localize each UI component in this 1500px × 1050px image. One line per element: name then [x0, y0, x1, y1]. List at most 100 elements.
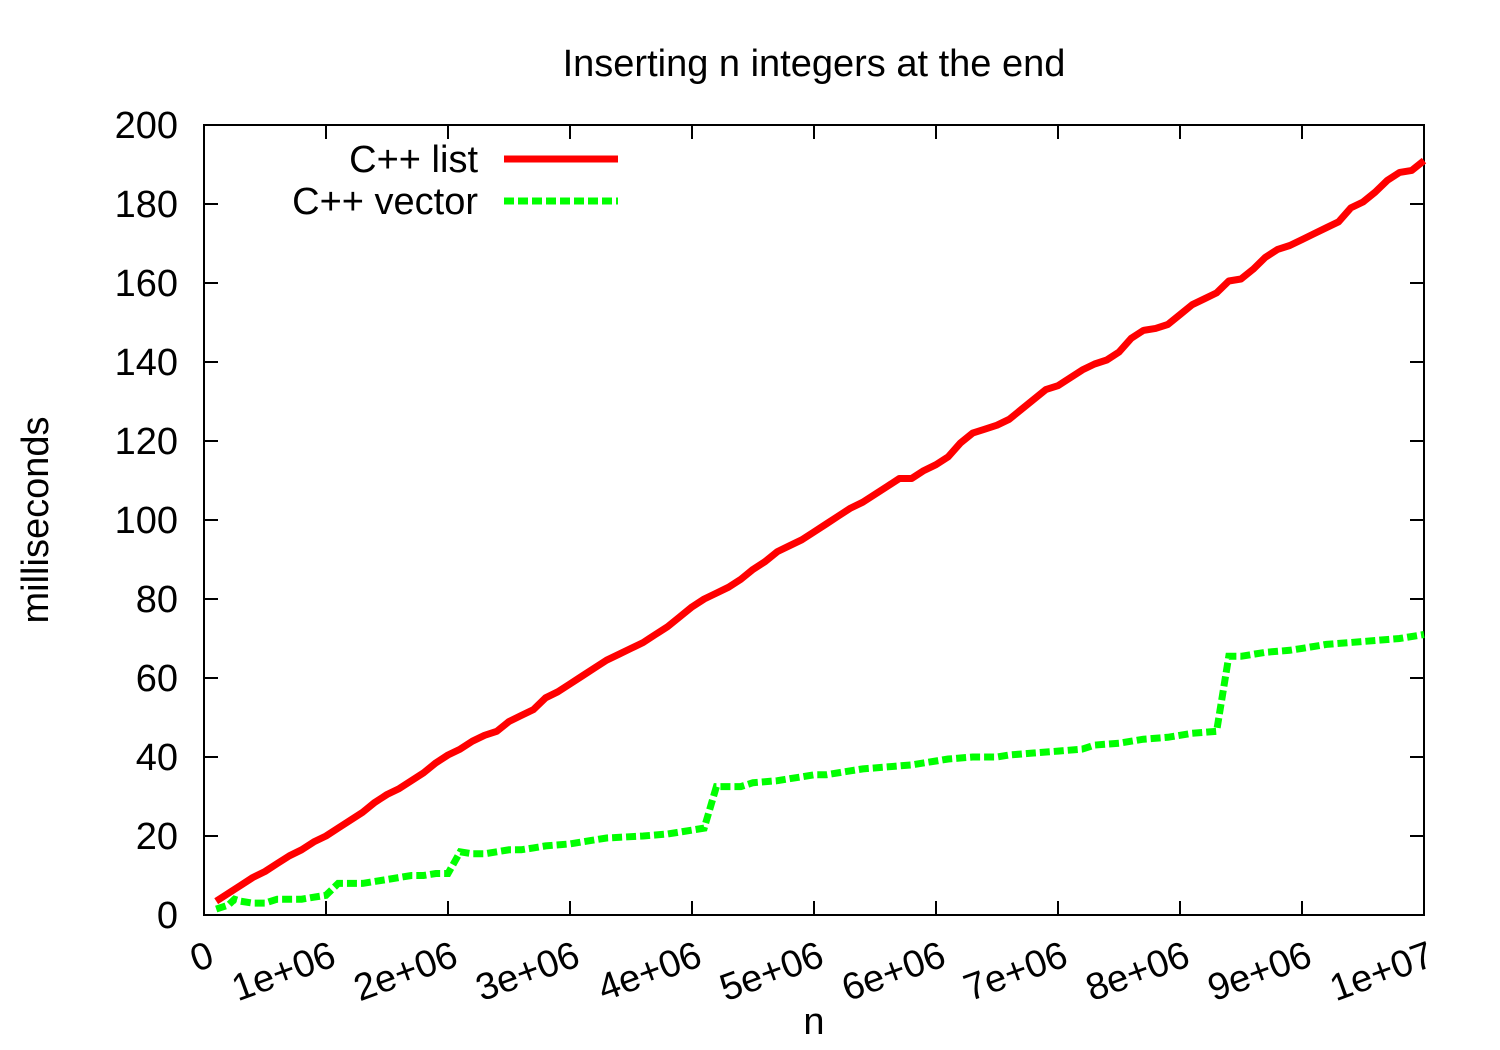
- data-point: [460, 851, 461, 852]
- data-point: [448, 755, 449, 756]
- data-point: [350, 820, 351, 821]
- data-point: [789, 778, 790, 779]
- legend-label: C++ list: [349, 139, 478, 181]
- data-point: [301, 899, 302, 900]
- data-point: [1033, 753, 1034, 754]
- series-layer: [214, 157, 1427, 913]
- data-point: [1399, 638, 1400, 639]
- data-point: [1216, 292, 1217, 293]
- data-point: [875, 494, 876, 495]
- data-point: [826, 524, 827, 525]
- data-point: [1338, 221, 1339, 222]
- data-point: [826, 774, 827, 775]
- data-point: [643, 836, 644, 837]
- data-point: [801, 539, 802, 540]
- data-point: [1314, 233, 1315, 234]
- data-point: [423, 772, 424, 773]
- data-point: [448, 873, 449, 874]
- y-tick-label: 80: [136, 579, 178, 621]
- data-point: [557, 691, 558, 692]
- data-point: [1119, 352, 1120, 353]
- data-point: [1326, 644, 1327, 645]
- data-point: [1289, 650, 1290, 651]
- data-point: [582, 841, 583, 842]
- data-point: [240, 901, 241, 902]
- data-point: [216, 909, 217, 910]
- data-point: [814, 531, 815, 532]
- data-point: [265, 903, 266, 904]
- data-point: [631, 648, 632, 649]
- data-point: [655, 634, 656, 635]
- data-point: [1192, 733, 1193, 734]
- data-point: [679, 616, 680, 617]
- data-point: [1058, 751, 1059, 752]
- data-point: [277, 899, 278, 900]
- data-point: [850, 508, 851, 509]
- data-point: [1204, 298, 1205, 299]
- data-point: [777, 780, 778, 781]
- y-tick-label: 60: [136, 658, 178, 700]
- data-point: [716, 786, 717, 787]
- data-point: [862, 502, 863, 503]
- data-point: [850, 770, 851, 771]
- data-point: [435, 762, 436, 763]
- data-point: [1253, 654, 1254, 655]
- data-point: [301, 849, 302, 850]
- series-1: [214, 157, 1427, 905]
- data-point: [1277, 249, 1278, 250]
- y-tick-label: 20: [136, 816, 178, 858]
- data-point: [313, 897, 314, 898]
- data-point: [606, 838, 607, 839]
- data-point: [240, 885, 241, 886]
- data-point: [374, 802, 375, 803]
- data-point: [1131, 741, 1132, 742]
- data-point: [1094, 364, 1095, 365]
- data-point: [777, 551, 778, 552]
- data-point: [1302, 648, 1303, 649]
- data-point: [948, 456, 949, 457]
- data-point: [374, 881, 375, 882]
- data-point: [972, 433, 973, 434]
- y-tick-label: 160: [115, 263, 178, 305]
- data-point: [1131, 338, 1132, 339]
- data-point: [1302, 239, 1303, 240]
- data-point: [618, 654, 619, 655]
- x-tick-label: 1e+06: [226, 934, 341, 1010]
- legend-label: C++ vector: [292, 181, 478, 223]
- y-tick-label: 140: [115, 342, 178, 384]
- data-point: [533, 847, 534, 848]
- data-point: [570, 683, 571, 684]
- data-point: [984, 429, 985, 430]
- data-point: [716, 593, 717, 594]
- data-point: [1143, 739, 1144, 740]
- data-point: [387, 794, 388, 795]
- data-point: [704, 828, 705, 829]
- data-point: [692, 830, 693, 831]
- data-point: [545, 697, 546, 698]
- data-point: [533, 709, 534, 710]
- data-point: [753, 782, 754, 783]
- data-point: [509, 849, 510, 850]
- data-point: [594, 668, 595, 669]
- data-point: [313, 841, 314, 842]
- x-tick-label: 7e+06: [958, 934, 1073, 1010]
- data-point: [521, 849, 522, 850]
- data-point: [789, 545, 790, 546]
- data-point: [643, 642, 644, 643]
- data-point: [362, 883, 363, 884]
- data-point: [923, 470, 924, 471]
- data-point: [1424, 634, 1425, 635]
- data-point: [1009, 419, 1010, 420]
- x-tick-label: 9e+06: [1202, 934, 1317, 1010]
- data-point: [228, 893, 229, 894]
- data-point: [326, 836, 327, 837]
- data-point: [570, 843, 571, 844]
- data-point: [606, 660, 607, 661]
- data-point: [1180, 314, 1181, 315]
- data-point: [1192, 304, 1193, 305]
- data-point: [1326, 227, 1327, 228]
- data-point: [801, 776, 802, 777]
- data-point: [582, 676, 583, 677]
